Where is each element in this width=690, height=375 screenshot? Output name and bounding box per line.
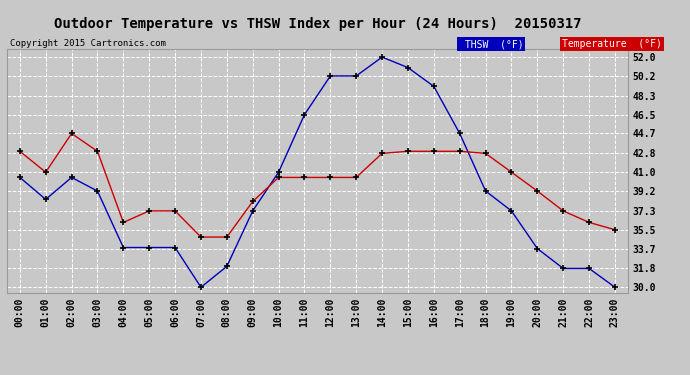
Text: Temperature  (°F): Temperature (°F): [562, 39, 662, 50]
Text: THSW  (°F): THSW (°F): [459, 39, 524, 50]
Text: Copyright 2015 Cartronics.com: Copyright 2015 Cartronics.com: [10, 39, 166, 48]
Text: Outdoor Temperature vs THSW Index per Hour (24 Hours)  20150317: Outdoor Temperature vs THSW Index per Ho…: [54, 17, 581, 31]
